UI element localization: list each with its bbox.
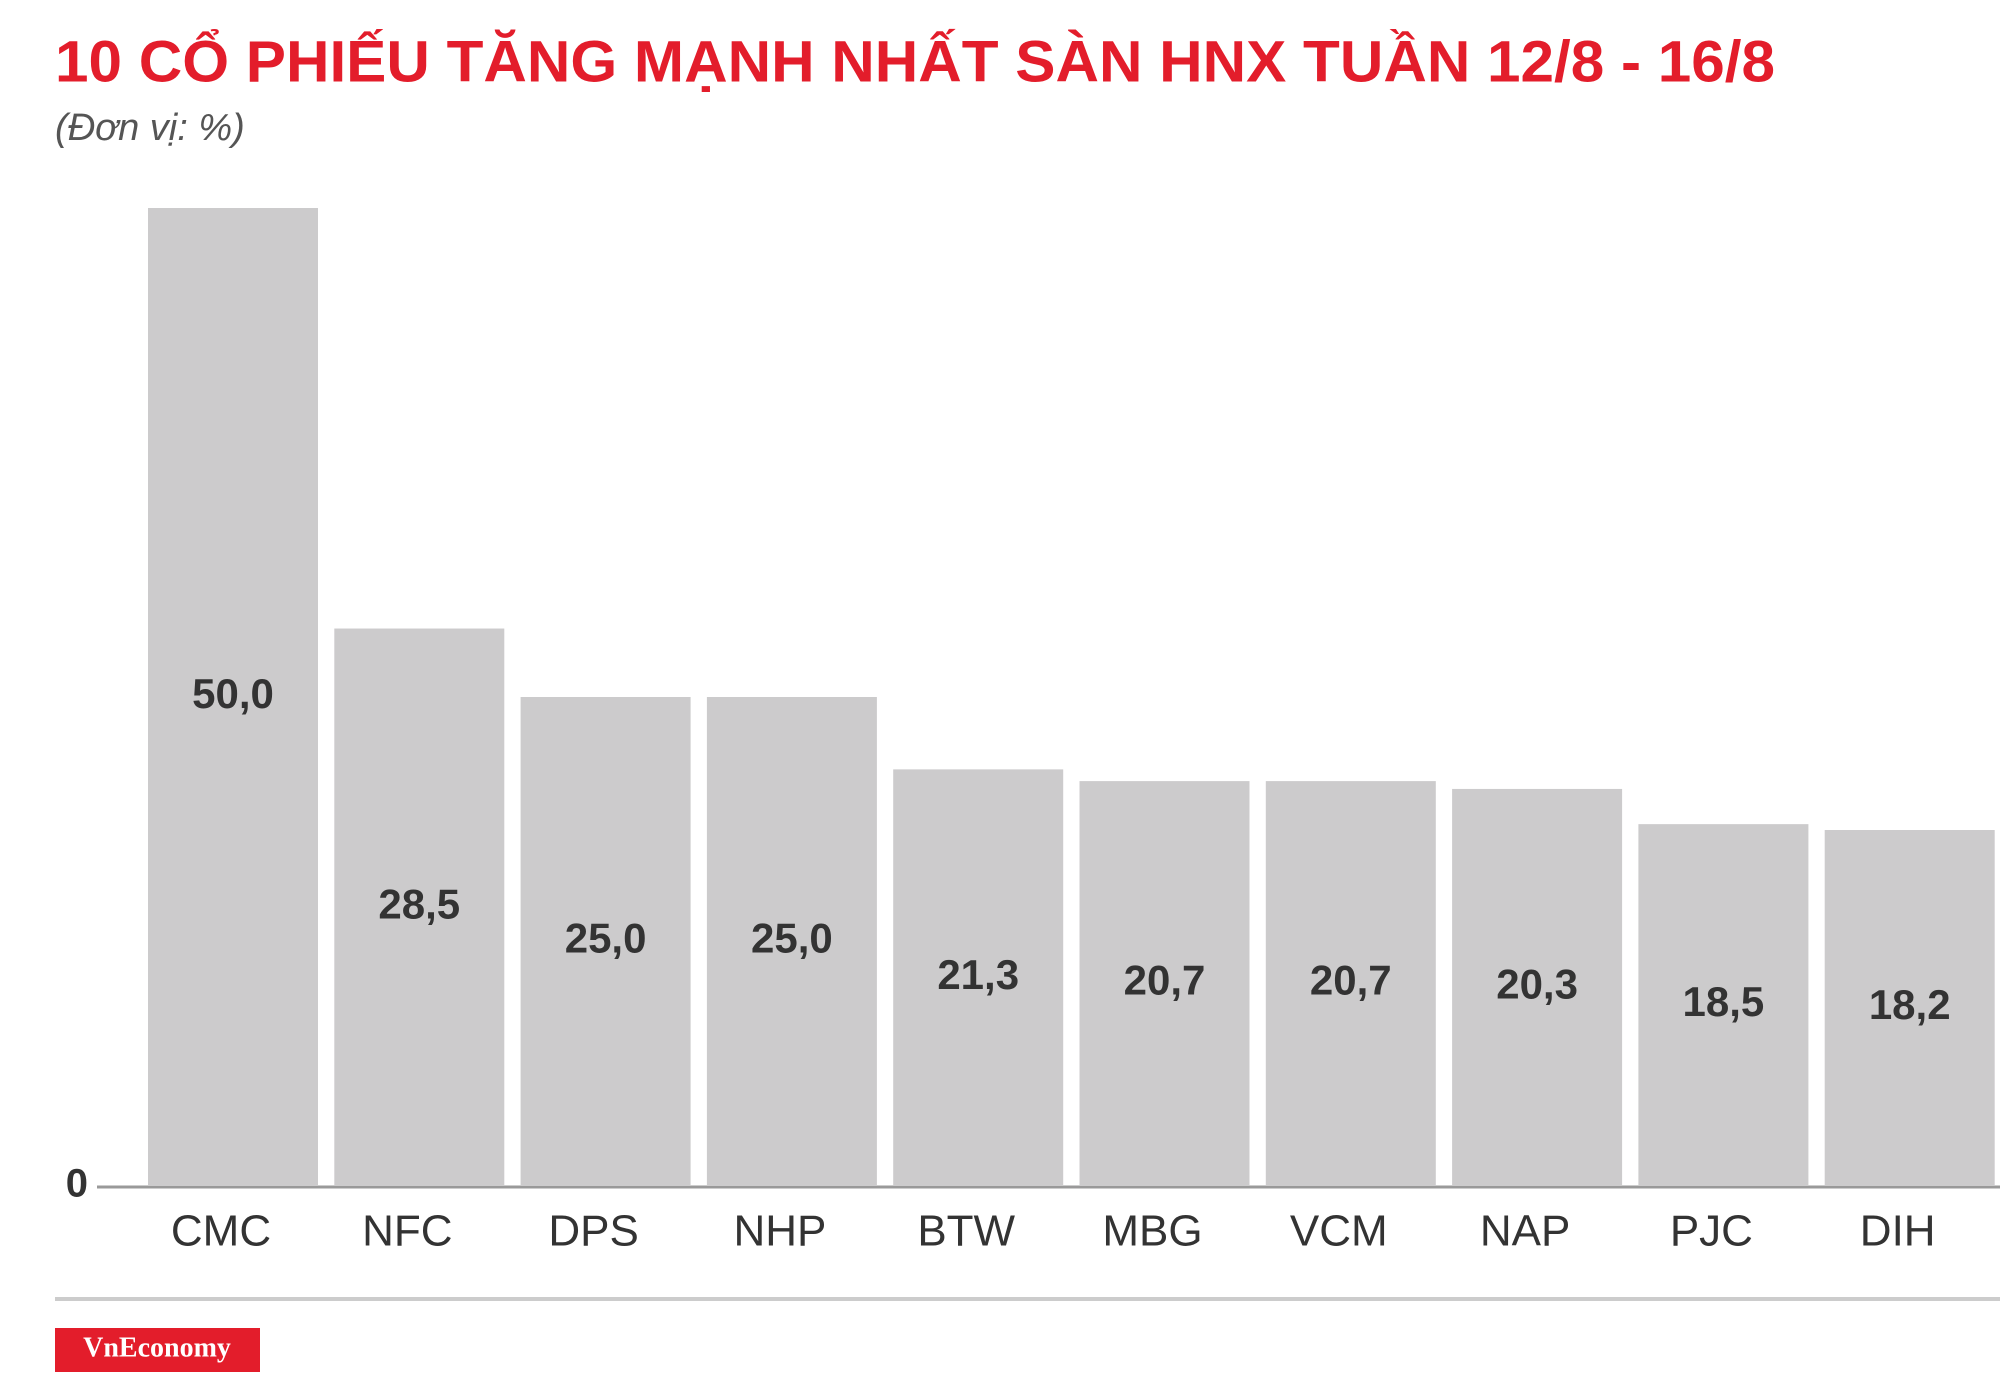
bar bbox=[520, 697, 691, 1186]
bar bbox=[1079, 781, 1250, 1186]
logo: VnEconomy bbox=[83, 1332, 231, 1363]
value-label: 28,5 bbox=[378, 880, 460, 927]
bar bbox=[1265, 781, 1436, 1186]
value-label: 18,5 bbox=[1683, 978, 1765, 1025]
x-tick-label: CMC bbox=[171, 1207, 271, 1256]
bar bbox=[1638, 824, 1809, 1186]
x-tick-label: NAP bbox=[1480, 1207, 1570, 1256]
value-label: 25,0 bbox=[565, 915, 647, 962]
x-tick-label: DPS bbox=[548, 1207, 638, 1256]
x-tick-label: BTW bbox=[917, 1207, 1015, 1256]
value-label: 25,0 bbox=[751, 915, 833, 962]
value-label: 21,3 bbox=[937, 951, 1019, 998]
x-tick-label: VCM bbox=[1290, 1207, 1388, 1256]
x-tick-label: NFC bbox=[362, 1207, 452, 1256]
bar bbox=[706, 697, 877, 1186]
bar bbox=[893, 769, 1064, 1186]
bar bbox=[148, 208, 318, 1186]
value-label: 20,7 bbox=[1310, 957, 1392, 1004]
x-tick-label: PJC bbox=[1670, 1207, 1753, 1256]
bar bbox=[1452, 788, 1623, 1186]
y-tick-label: 0 bbox=[66, 1162, 88, 1206]
x-tick-label: MBG bbox=[1102, 1207, 1202, 1256]
x-tick-label: DIH bbox=[1860, 1207, 1936, 1256]
bar bbox=[1824, 830, 1995, 1186]
value-label: 20,3 bbox=[1496, 961, 1578, 1008]
value-label: 20,7 bbox=[1124, 957, 1206, 1004]
chart-subtitle: (Đơn vị: %) bbox=[55, 107, 245, 149]
value-label: 18,2 bbox=[1869, 981, 1951, 1028]
bar bbox=[334, 628, 505, 1186]
chart-title: 10 CỔ PHIẾU TĂNG MẠNH NHẤT SÀN HNX TUẦN … bbox=[55, 29, 1775, 94]
value-label: 50,0 bbox=[192, 670, 274, 717]
x-tick-label: NHP bbox=[733, 1207, 826, 1256]
logo-box bbox=[55, 1328, 260, 1372]
